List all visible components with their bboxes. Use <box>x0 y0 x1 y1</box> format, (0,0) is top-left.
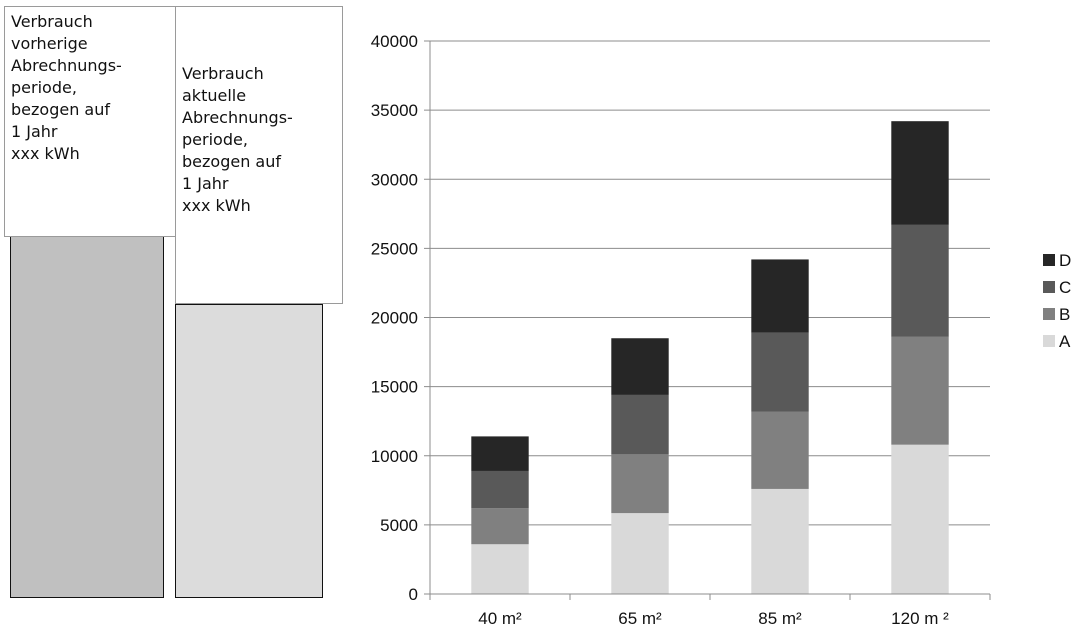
y-tick-label: 30000 <box>371 170 418 189</box>
y-tick-label: 20000 <box>371 309 418 328</box>
bar-segment <box>611 394 669 455</box>
bar-segment <box>471 544 529 594</box>
bar-segment <box>611 338 669 395</box>
bar-segment <box>471 508 529 545</box>
legend-label: C <box>1059 278 1071 297</box>
bar-segment <box>891 121 949 225</box>
bar-segment <box>471 470 529 509</box>
y-tick-label: 10000 <box>371 447 418 466</box>
current-period-column <box>175 304 323 598</box>
y-tick-label: 25000 <box>371 239 418 258</box>
legend-label: D <box>1059 251 1071 270</box>
y-tick-label: 35000 <box>371 101 418 120</box>
bar-segment <box>891 444 949 594</box>
bar-segment <box>751 411 809 489</box>
bar-segment <box>891 336 949 445</box>
legend-swatch <box>1043 335 1055 347</box>
x-tick-label: 65 m² <box>618 609 662 628</box>
legend-label: B <box>1059 305 1070 324</box>
axes: 0 5000 10000 15000 20000 25000 30000 35000 40000… <box>371 32 991 628</box>
bar-segment <box>611 454 669 514</box>
y-tick-label: 0 <box>409 585 418 604</box>
current-period-label: Verbrauch aktuelle Abrechnungs- periode,… <box>175 6 343 304</box>
gridlines <box>430 40 990 526</box>
legend-swatch <box>1043 281 1055 293</box>
y-tick-label: 40000 <box>371 32 418 51</box>
bar-segment <box>751 259 809 333</box>
x-tick-label: 85 m² <box>758 609 802 628</box>
bar-segment <box>751 488 809 594</box>
previous-period-label: Verbrauch vorherige Abrechnungs- periode… <box>4 6 176 237</box>
x-tick-label: 120 m ² <box>891 609 949 628</box>
bar-segment <box>891 224 949 337</box>
y-tick-label: 15000 <box>371 378 418 397</box>
bars <box>471 121 949 594</box>
bar-segment <box>611 513 669 594</box>
legend-label: A <box>1059 332 1071 351</box>
bar-segment <box>751 332 809 412</box>
y-tick-label: 5000 <box>380 516 418 535</box>
x-tick-label: 40 m² <box>478 609 522 628</box>
bar-segment <box>471 436 529 471</box>
legend-swatch <box>1043 308 1055 320</box>
previous-period-column <box>10 236 164 598</box>
legend-swatch <box>1043 254 1055 266</box>
